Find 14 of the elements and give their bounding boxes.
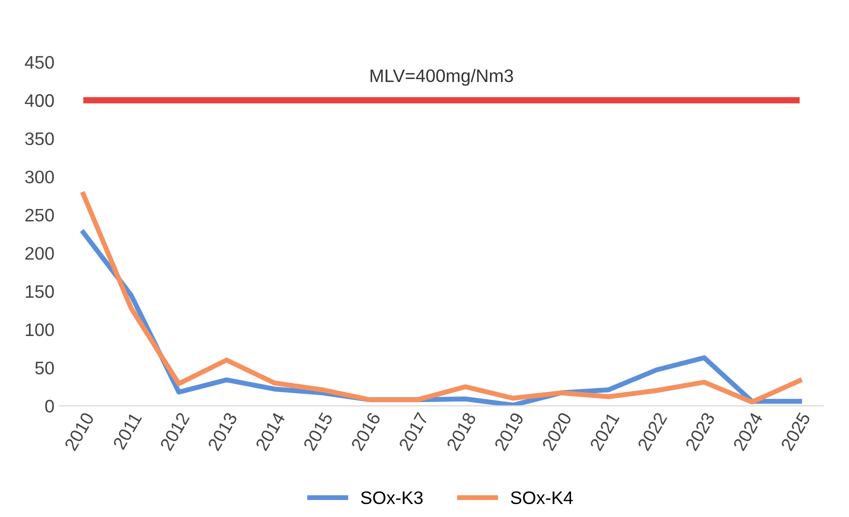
y-tick-label: 150 bbox=[26, 285, 54, 298]
line-series bbox=[80, 192, 802, 404]
legend-label: SOx-K4 bbox=[510, 491, 573, 504]
y-tick-label: 400 bbox=[24, 94, 54, 107]
y-tick-label: 200 bbox=[25, 246, 54, 260]
y-tick-label: 0 bbox=[45, 400, 54, 413]
y-tick-label: 350 bbox=[25, 132, 54, 146]
y-tick-label: 50 bbox=[35, 362, 54, 374]
ref-line-label: MLV=400mg/Nm3 bbox=[370, 68, 514, 86]
y-tick-label: 450 bbox=[24, 56, 54, 69]
y-tick-label: 250 bbox=[25, 208, 54, 222]
legend-label: SOx-K3 bbox=[361, 491, 423, 504]
y-tick-label: 100 bbox=[26, 323, 54, 336]
y-tick-label: 300 bbox=[25, 170, 54, 184]
